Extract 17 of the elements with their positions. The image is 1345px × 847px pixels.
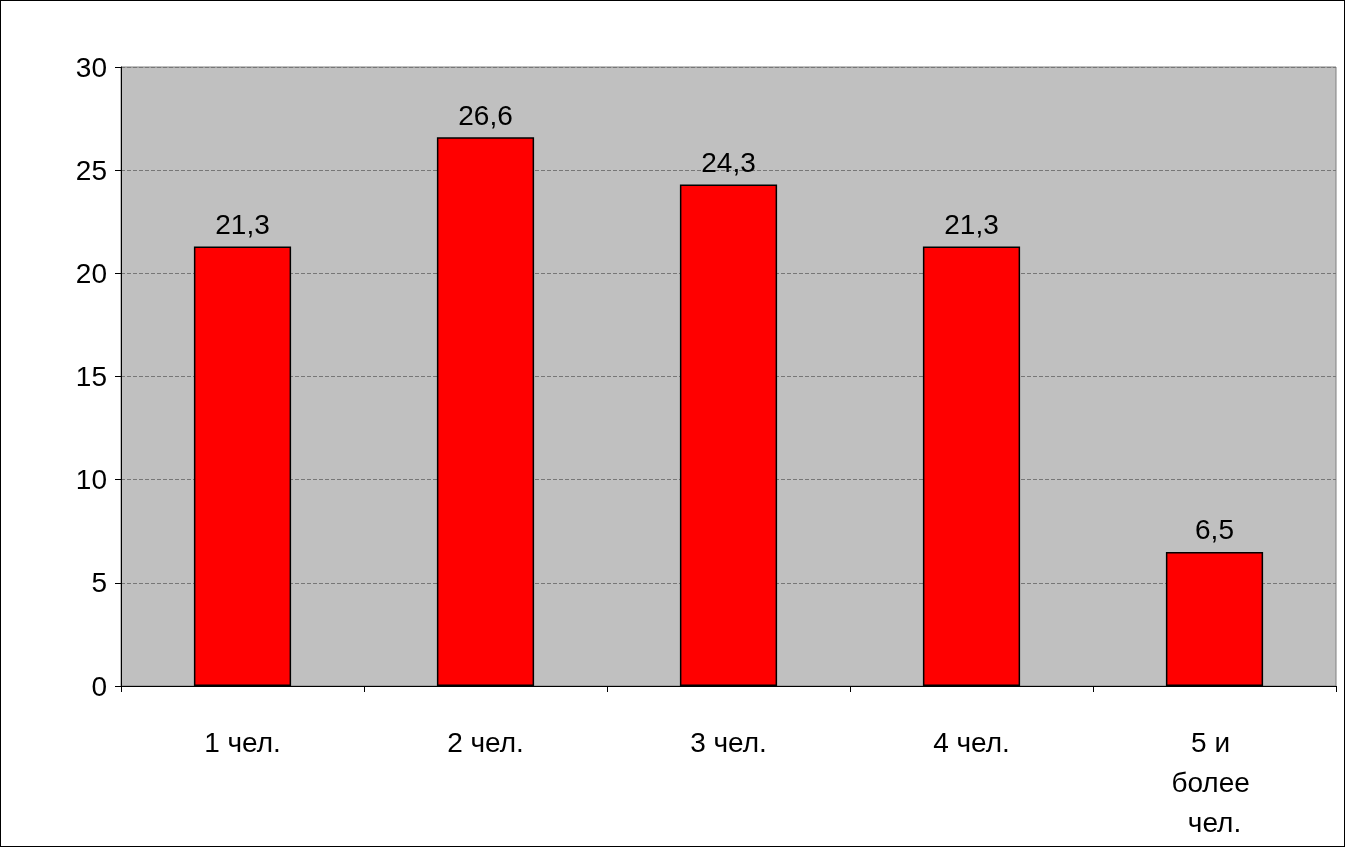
data-label: 21,3: [944, 209, 999, 241]
y-tick-label: 0: [91, 670, 107, 702]
data-label: 6,5: [1195, 514, 1234, 546]
x-tick-label: 5 и более чел.: [1171, 726, 1258, 838]
y-tick-label: 25: [75, 154, 107, 186]
data-label: 26,6: [458, 99, 513, 131]
data-label: 24,3: [701, 147, 756, 179]
data-label: 21,3: [215, 209, 270, 241]
x-tick-label: 1 чел.: [204, 726, 281, 758]
y-tick-label: 10: [75, 464, 107, 496]
x-tick-label: 2 чел.: [447, 726, 524, 758]
y-tick-label: 30: [75, 51, 107, 83]
x-tick-label: 3 чел.: [690, 726, 767, 758]
y-tick-label: 20: [75, 257, 107, 289]
x-tick-label: 4 чел.: [933, 726, 1010, 758]
y-tick-label: 5: [91, 567, 107, 599]
y-tick-label: 15: [75, 361, 107, 392]
